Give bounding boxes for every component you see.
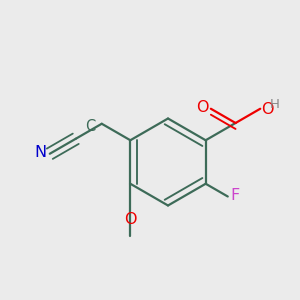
Text: O: O	[261, 101, 274, 116]
Text: O: O	[124, 212, 136, 227]
Text: C: C	[85, 119, 96, 134]
Text: O: O	[196, 100, 208, 115]
Text: H: H	[270, 98, 280, 111]
Text: F: F	[230, 188, 239, 202]
Text: N: N	[35, 145, 47, 160]
